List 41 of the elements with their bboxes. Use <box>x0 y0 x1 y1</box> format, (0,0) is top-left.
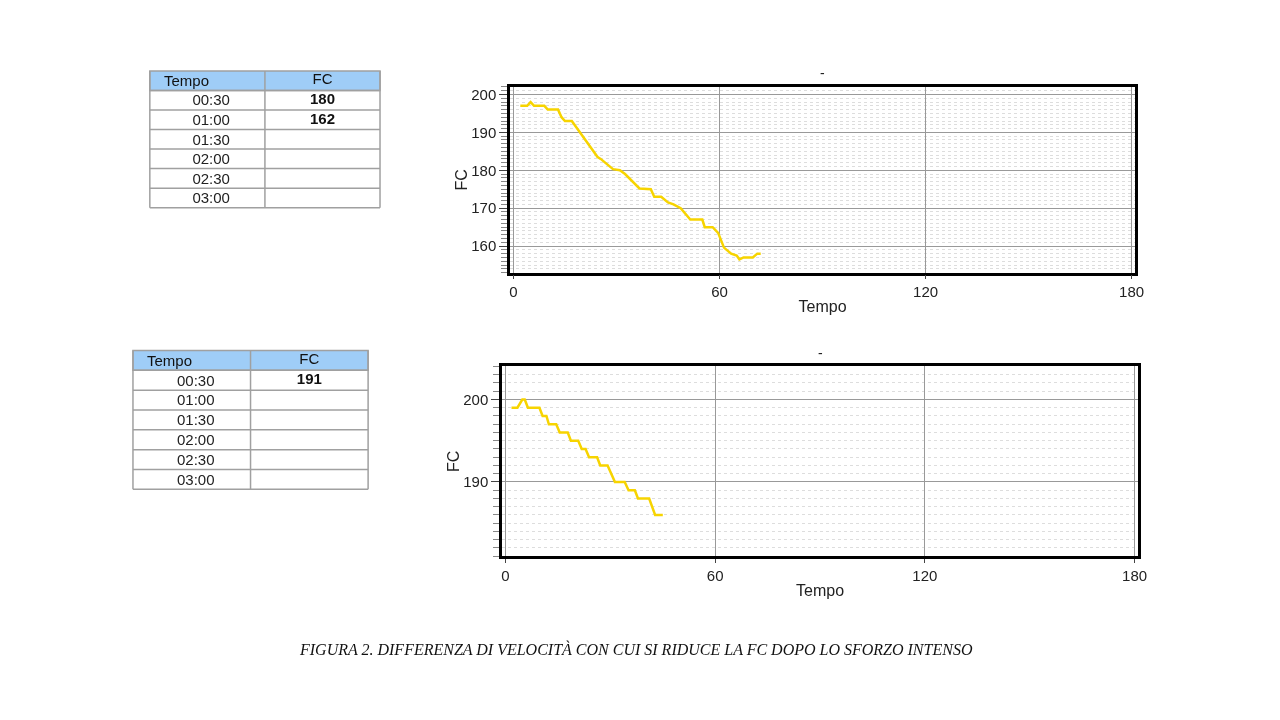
y-tick-label: 01:00 <box>192 111 230 129</box>
data-label: 162 <box>309 109 335 127</box>
x-axis-title: Tempo <box>798 298 847 316</box>
y-tick-label: 190 <box>463 473 489 491</box>
line-series <box>510 398 665 517</box>
y-axis-title: FC <box>445 450 463 473</box>
y-tick-label: 200 <box>463 390 489 408</box>
y-tick-label: 190 <box>471 123 497 141</box>
y-tick-label: 00:30 <box>176 371 215 389</box>
x-tick-label: 0 <box>501 566 510 584</box>
y-tick-label: 03:00 <box>176 470 215 488</box>
x-tick-label: 120 <box>912 566 938 584</box>
y-tick-label: 02:30 <box>192 169 230 187</box>
x-axis-title: Tempo <box>796 581 845 599</box>
y-tick-label: 01:00 <box>176 391 215 409</box>
y-tick-label: 180 <box>471 161 497 179</box>
x-tick-label: 120 <box>913 283 939 301</box>
y-tick-label: 01:30 <box>192 130 230 148</box>
text: FIGURA 2. DIFFERENZA DI VELOCITÀ CON CUI SI RIDUCE LA FC DOPO LO SFORZO INTENSO <box>299 640 973 658</box>
y-axis-title: FC <box>453 169 471 191</box>
chart-title: - <box>818 345 823 361</box>
x-tick-label: 180 <box>1119 283 1145 301</box>
x-tick-label: 60 <box>706 566 724 584</box>
y-tick-label: 02:00 <box>192 150 230 168</box>
y-tick-label: 02:00 <box>176 430 215 448</box>
y-tick-label: 00:30 <box>192 91 230 109</box>
data-label: 191 <box>296 370 322 387</box>
y-tick-label: 02:30 <box>176 450 215 468</box>
x-tick-label: 60 <box>711 283 728 301</box>
y-tick-label: 03:00 <box>192 189 230 207</box>
y-tick-label: 170 <box>471 199 497 217</box>
y-tick-label: 01:30 <box>176 411 215 429</box>
y-tick-label: 200 <box>471 85 497 103</box>
data-label: 180 <box>309 89 335 107</box>
x-tick-label: 180 <box>1122 566 1148 584</box>
y-axis-title: Tempo <box>164 72 210 89</box>
chart-title: - <box>820 65 825 81</box>
y-axis-title: Tempo <box>147 352 193 369</box>
y-tick-label: 160 <box>471 237 497 255</box>
x-tick-label: 0 <box>509 283 518 301</box>
line-series <box>519 100 762 261</box>
